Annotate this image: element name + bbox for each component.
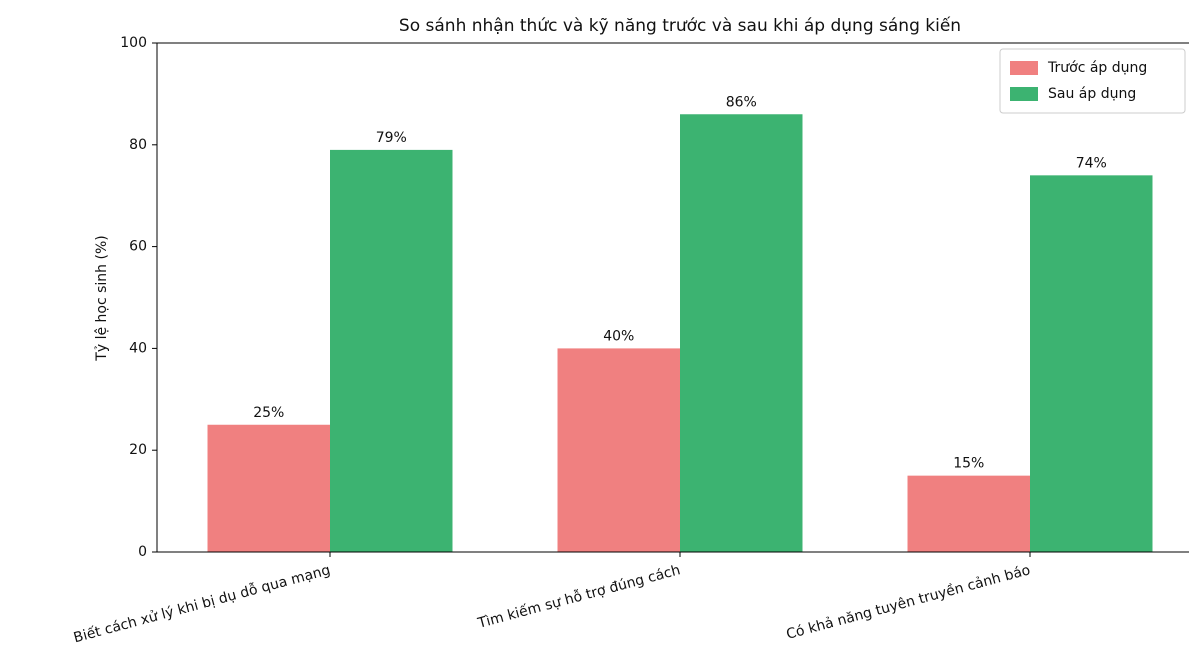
value-label: 86% bbox=[726, 94, 757, 110]
bar bbox=[330, 149, 453, 552]
x-tick-label: Có khả năng tuyên truyền cảnh báo bbox=[784, 561, 1032, 643]
bar bbox=[1030, 175, 1153, 552]
y-tick-label: 80 bbox=[129, 137, 147, 153]
value-label: 15% bbox=[953, 456, 984, 472]
legend-label: Trước áp dụng bbox=[1047, 60, 1147, 76]
legend-label: Sau áp dụng bbox=[1048, 86, 1136, 102]
value-label: 79% bbox=[376, 130, 407, 146]
bar bbox=[680, 114, 803, 552]
bar bbox=[207, 424, 330, 552]
value-label: 74% bbox=[1076, 155, 1107, 171]
bar bbox=[557, 348, 680, 552]
y-tick-label: 60 bbox=[129, 239, 147, 255]
legend-box bbox=[999, 48, 1186, 114]
legend-swatch bbox=[1010, 87, 1038, 101]
y-axis-label: Tỷ lệ học sinh (%) bbox=[94, 235, 110, 361]
x-tick-label: Biết cách xử lý khi bị dụ dỗ qua mạng bbox=[72, 561, 332, 646]
value-label: 25% bbox=[253, 405, 284, 421]
y-tick-label: 20 bbox=[129, 442, 147, 458]
legend-swatch bbox=[1010, 61, 1038, 75]
y-tick-label: 100 bbox=[120, 35, 147, 51]
bar bbox=[907, 475, 1030, 552]
y-tick-label: 0 bbox=[138, 544, 147, 560]
y-tick-label: 40 bbox=[129, 340, 147, 356]
chart-title: So sánh nhận thức và kỹ năng trước và sa… bbox=[399, 15, 961, 36]
value-label: 40% bbox=[603, 328, 634, 344]
x-tick-label: Tìm kiếm sự hỗ trợ đúng cách bbox=[475, 561, 682, 632]
